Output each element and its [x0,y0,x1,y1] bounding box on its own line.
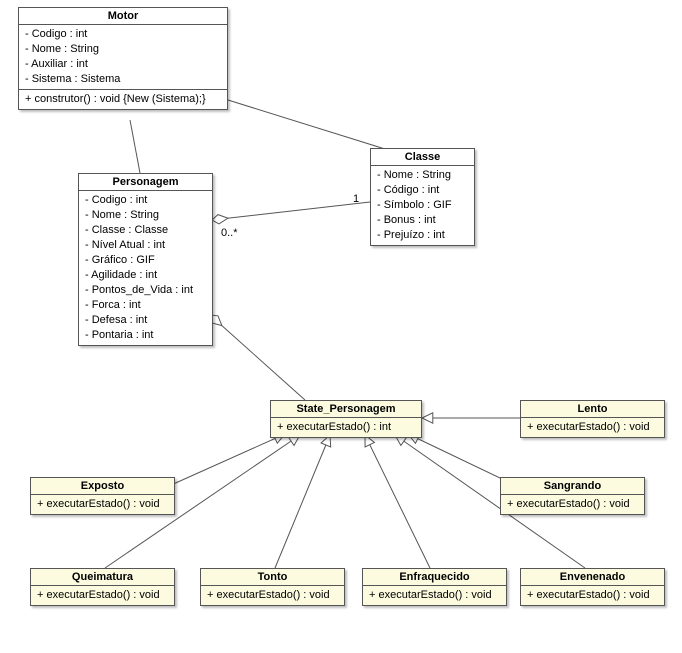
class-queimatura: Queimatura + executarEstado() : void [30,568,175,606]
class-attrs: - Nome : String- Código : int- Símbolo :… [371,166,474,245]
class-methods: + executarEstado() : void [31,495,174,514]
class-methods: + executarEstado() : void [521,418,664,437]
class-methods: + executarEstado() : void [501,495,644,514]
class-title: Classe [371,149,474,166]
class-envenenado: Envenenado + executarEstado() : void [520,568,665,606]
class-title: Queimatura [31,569,174,586]
class-title: State_Personagem [271,401,421,418]
class-attrs: - Codigo : int- Nome : String- Auxiliar … [19,25,227,89]
class-title: Lento [521,401,664,418]
class-title: Tonto [201,569,344,586]
class-title: Motor [19,8,227,25]
class-lento: Lento + executarEstado() : void [520,400,665,438]
multiplicity-many: 0..* [221,227,238,239]
class-title: Personagem [79,174,212,191]
class-exposto: Exposto + executarEstado() : void [30,477,175,515]
class-title: Sangrando [501,478,644,495]
class-tonto: Tonto + executarEstado() : void [200,568,345,606]
class-methods: + executarEstado() : void [201,586,344,605]
class-attrs: - Codigo : int- Nome : String- Classe : … [79,191,212,345]
class-enfraquecido: Enfraquecido + executarEstado() : void [362,568,507,606]
class-state-personagem: State_Personagem + executarEstado() : in… [270,400,422,438]
class-methods: + executarEstado() : void [363,586,506,605]
class-classe: Classe - Nome : String- Código : int- Sí… [370,148,475,246]
class-methods: + executarEstado() : int [271,418,421,437]
class-title: Enfraquecido [363,569,506,586]
class-sangrando: Sangrando + executarEstado() : void [500,477,645,515]
class-methods: + construtor() : void {New (Sistema);} [19,89,227,109]
class-methods: + executarEstado() : void [521,586,664,605]
class-methods: + executarEstado() : void [31,586,174,605]
class-title: Envenenado [521,569,664,586]
class-personagem: Personagem - Codigo : int- Nome : String… [78,173,213,346]
class-motor: Motor - Codigo : int- Nome : String- Aux… [18,7,228,110]
multiplicity-one: 1 [353,193,359,205]
class-title: Exposto [31,478,174,495]
